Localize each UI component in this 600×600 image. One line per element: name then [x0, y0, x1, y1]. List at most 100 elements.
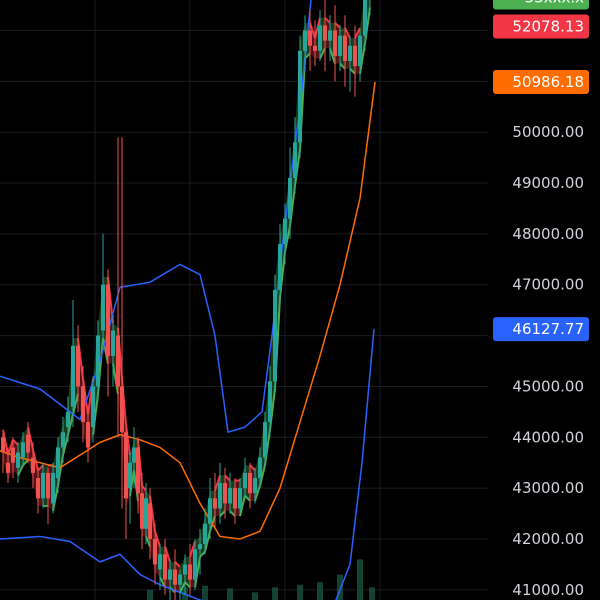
candle-body [91, 386, 95, 428]
trail-line-segment [92, 393, 99, 435]
price-badge-text: 53xxx.x [525, 0, 584, 6]
candle-body [136, 447, 140, 494]
candle-body [124, 432, 128, 499]
candle-body [278, 244, 282, 290]
trail-line-segment [349, 67, 356, 75]
candle-body [328, 30, 332, 41]
price-badge-text: 50986.18 [512, 73, 584, 91]
y-axis: 50000.00 49000.00 48000.00 47000.00 45000.00… [488, 0, 600, 600]
candle-body [333, 30, 337, 56]
candle-body [11, 447, 15, 463]
trail-line-segment [27, 426, 34, 451]
price-badge [493, 14, 589, 39]
trail-line-segment [17, 464, 24, 476]
candle-body [208, 498, 212, 524]
trail-line-segment [314, 17, 321, 39]
volume-bar [202, 585, 208, 600]
volume-bar [357, 559, 363, 600]
trail-line-segment [179, 581, 186, 593]
candle-body [81, 386, 85, 423]
trail-line-segment [149, 495, 156, 532]
candle-body [178, 574, 182, 585]
price-badge-text: 46127.77 [512, 320, 584, 338]
candle-body [313, 45, 317, 51]
candle-body [188, 564, 192, 580]
candle-body [363, 0, 367, 36]
candle-body [238, 488, 242, 509]
trail-line-segment [102, 337, 109, 364]
candle-body [132, 447, 136, 463]
trail-line-segment [359, 43, 366, 74]
candle-body [253, 477, 257, 494]
candle-body [56, 447, 60, 478]
y-tick-label: 50000.00 [512, 123, 584, 141]
trail-line-segment [294, 149, 301, 186]
candle-body [128, 462, 132, 489]
candle-body [21, 442, 25, 458]
volume-bar [337, 574, 343, 600]
trail-line-segment [249, 464, 256, 472]
candle-body [273, 289, 277, 382]
candle-body [288, 177, 292, 219]
candle-body [263, 422, 267, 458]
trail-line-segment [184, 581, 191, 588]
trail-line-segment [229, 510, 236, 517]
trail-line-segment [204, 531, 211, 552]
trail-line-segment [254, 485, 261, 502]
candle-body [303, 30, 307, 51]
trail-line-segment [164, 546, 171, 563]
trail-line-segment [354, 27, 361, 39]
candle-body [198, 544, 202, 550]
candle-body [318, 25, 322, 51]
price-badge [493, 317, 589, 342]
candle-body [203, 523, 207, 545]
candle-body [86, 422, 90, 448]
trail-line-segment [219, 510, 226, 517]
candle-body [41, 472, 45, 499]
trail-line-segment [284, 226, 291, 252]
candle-body [46, 472, 50, 499]
y-tick-label: 48000.00 [512, 225, 584, 243]
trail-line-segment [77, 338, 84, 379]
candle-body [218, 483, 222, 509]
trail-line-segment [141, 484, 147, 492]
y-tick-label: 41000.00 [512, 581, 584, 599]
trail-line-segment [259, 465, 266, 486]
trail-line-segment [224, 474, 231, 482]
candle-body [308, 30, 312, 46]
price-badge [493, 70, 589, 95]
candle-body [144, 498, 148, 529]
candle-body [120, 386, 124, 433]
candle-body [233, 488, 237, 509]
candle-body [228, 488, 232, 504]
candle-body [323, 25, 327, 41]
candle-body [343, 35, 347, 62]
candle-body [26, 434, 30, 453]
price-badge [493, 0, 589, 10]
trail-line-segment [7, 439, 14, 456]
band-layer [0, 0, 376, 600]
trail-line-segment [364, 7, 371, 44]
volume-bar [227, 588, 233, 600]
y-tick-label: 42000.00 [512, 530, 584, 548]
trail-line-segment [289, 185, 296, 227]
trail-line-segment [12, 439, 19, 446]
trail-line-segment [154, 531, 161, 547]
trail-line-segment [52, 485, 59, 512]
candle-body [116, 335, 120, 387]
volume-bar [252, 592, 258, 600]
candle-body [193, 549, 197, 580]
trail-line-segment [329, 47, 336, 64]
trail-line-segment [324, 17, 331, 24]
trail-line-segment [2, 429, 9, 456]
trail-line-segment [32, 449, 39, 471]
candle-body [16, 452, 20, 468]
candle-body [106, 284, 110, 356]
trail-line-segment [334, 22, 341, 29]
candle-body [153, 538, 157, 565]
candle-body [293, 142, 297, 178]
candle-body [223, 483, 227, 504]
candle-body [76, 345, 80, 387]
